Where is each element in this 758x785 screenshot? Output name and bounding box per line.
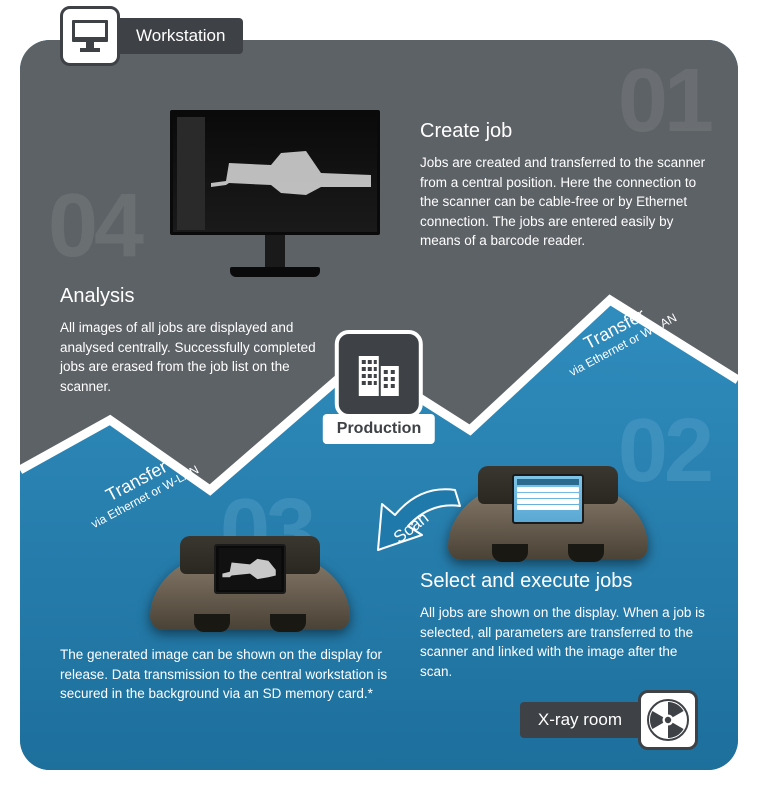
production-badge: Production [323, 330, 435, 444]
step-03: The generated image can be shown on the … [60, 645, 390, 704]
scanner-device-02 [448, 460, 648, 560]
radiation-icon [638, 690, 698, 750]
step-04-body: All images of all jobs are displayed and… [60, 318, 330, 396]
monitor-illustration [170, 110, 380, 280]
xray-waveform-icon [211, 143, 371, 203]
step-02: Select and execute jobs All jobs are sho… [420, 570, 710, 681]
step-01: Create job Jobs are created and transfer… [420, 120, 710, 251]
step-01-title: Create job [420, 120, 710, 143]
step-number-04: 04 [48, 175, 140, 278]
scan-arrow: Scan [360, 480, 470, 575]
buildings-icon [335, 330, 423, 418]
xray-badge: X-ray room [520, 690, 698, 750]
production-label: Production [323, 414, 435, 444]
scanner-device-03 [150, 530, 350, 630]
step-01-body: Jobs are created and transferred to the … [420, 153, 710, 251]
workstation-badge: Workstation [60, 6, 243, 66]
step-04-title: Analysis [60, 285, 330, 308]
step-04: Analysis All images of all jobs are disp… [60, 285, 330, 396]
infographic-canvas: 01 02 03 04 Create job Jobs are created … [20, 40, 738, 770]
step-02-body: All jobs are shown on the display. When … [420, 603, 710, 681]
workstation-label: Workstation [114, 18, 243, 54]
monitor-icon [60, 6, 120, 66]
xray-label: X-ray room [520, 702, 644, 738]
step-03-body: The generated image can be shown on the … [60, 645, 390, 704]
xray-thumbnail-icon [216, 546, 284, 592]
